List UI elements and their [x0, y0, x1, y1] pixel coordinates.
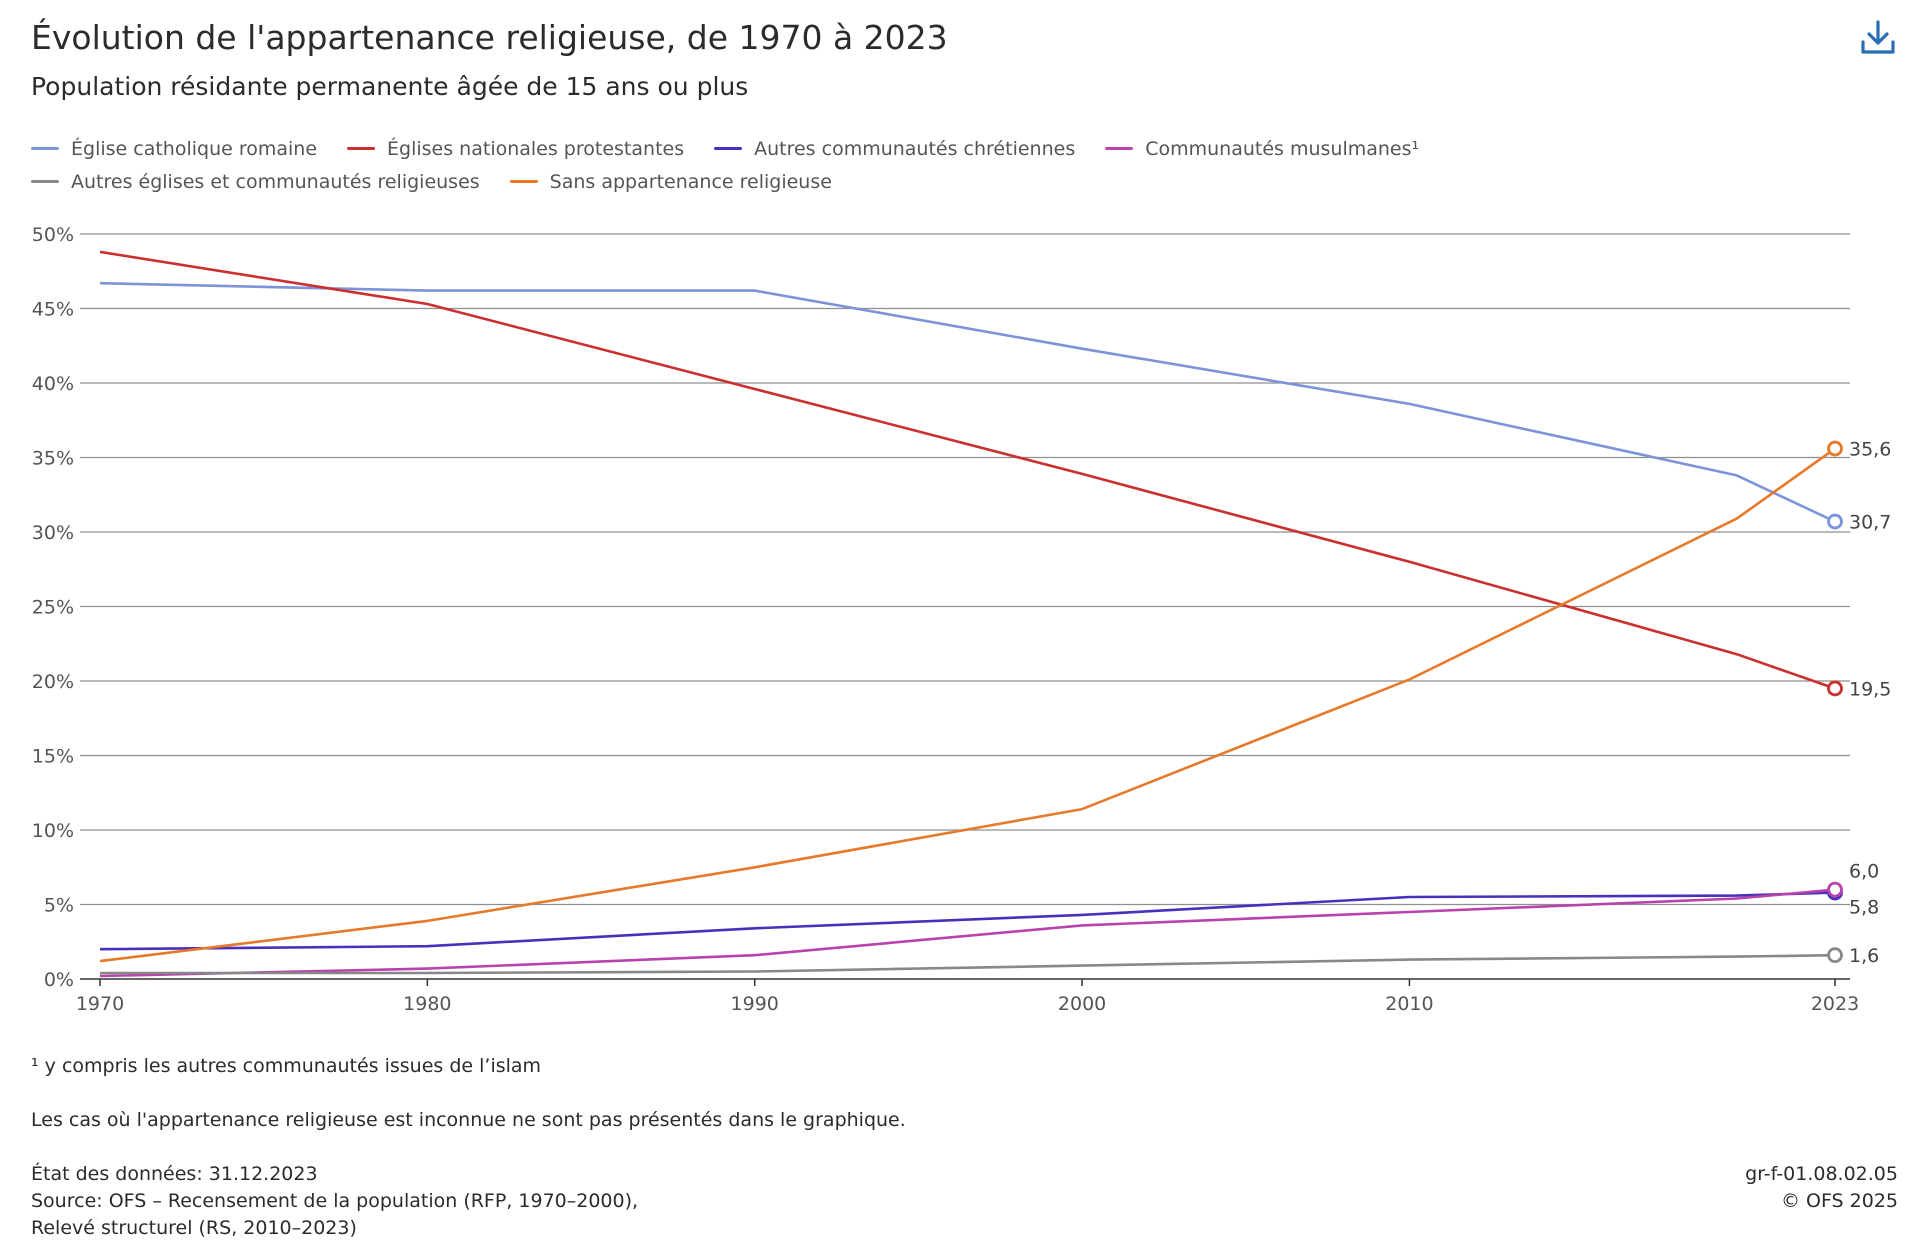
footnote-unknown: Les cas où l'appartenance religieuse est… [31, 1109, 906, 1131]
y-tick-label: 25% [32, 597, 74, 619]
footnote-islam: ¹ y compris les autres communautés issue… [31, 1055, 542, 1077]
legend-swatch [347, 147, 376, 150]
chart-subtitle: Population résidante permanente âgée de … [31, 72, 749, 101]
legend-item-sans-appartenance[interactable]: Sans appartenance religieuse [509, 170, 832, 193]
y-tick-label: 35% [32, 448, 74, 470]
legend-item-protestantes[interactable]: Églises nationales protestantes [347, 138, 684, 160]
y-tick-label: 15% [32, 746, 74, 768]
series-end-marker [1827, 884, 1843, 901]
legend-label: Églises nationales protestantes [387, 137, 685, 160]
data-label: 35,6 [1849, 439, 1891, 461]
x-tick-label: 2000 [1058, 993, 1106, 1015]
y-tick-label: 20% [32, 671, 74, 693]
chart-legend: Église catholique romaine Églises nation… [31, 132, 1531, 198]
series-end-marker [1827, 947, 1843, 964]
legend-label: Sans appartenance religieuse [549, 170, 832, 193]
x-tick-label: 2010 [1385, 993, 1433, 1015]
y-tick-label: 10% [32, 820, 74, 842]
y-tick-label: 0% [44, 969, 74, 991]
source-line-2: Relevé structurel (RS, 2010–2023) [31, 1217, 357, 1239]
y-tick-label: 50% [32, 224, 74, 246]
series-line [99, 250, 1836, 690]
copyright: © OFS 2025 [1780, 1190, 1898, 1212]
legend-swatch [509, 180, 538, 183]
legend-item-autres-eglises[interactable]: Autres églises et communautés religieuse… [31, 171, 480, 193]
legend-label: Autres églises et communautés religieuse… [71, 170, 480, 193]
legend-swatch [714, 147, 743, 150]
legend-item-autres-chretiennes[interactable]: Autres communautés chrétiennes [714, 138, 1075, 160]
series-line [99, 888, 1836, 978]
download-icon [1861, 20, 1895, 54]
download-button[interactable] [1858, 18, 1898, 58]
series-line [100, 953, 1836, 975]
legend-swatch [31, 147, 59, 150]
legend-swatch [1105, 147, 1134, 150]
data-label: 1,6 [1849, 945, 1879, 967]
legend-swatch [31, 180, 59, 183]
legend-label: Autres communautés chrétiennes [754, 137, 1076, 160]
legend-item-musulmanes[interactable]: Communautés musulmanes¹ [1105, 138, 1419, 160]
legend-item-catholique[interactable]: Église catholique romaine [31, 138, 317, 160]
data-label: 19,5 [1849, 678, 1891, 700]
legend-label: Église catholique romaine [71, 137, 318, 160]
series-end-marker [1827, 513, 1843, 530]
chart-code: gr-f-01.08.02.05 [1745, 1163, 1898, 1185]
x-tick-label: 1970 [76, 993, 124, 1015]
x-tick-label: 2023 [1811, 993, 1859, 1015]
series-end-marker [1827, 440, 1843, 457]
source-line-1: Source: OFS – Recensement de la populati… [31, 1190, 639, 1212]
series-line [99, 447, 1836, 963]
data-label: 5,8 [1849, 897, 1879, 919]
y-tick-label: 5% [44, 895, 74, 917]
data-label: 30,7 [1849, 512, 1891, 534]
y-tick-label: 45% [32, 299, 74, 321]
legend-label: Communautés musulmanes¹ [1145, 137, 1420, 160]
data-label: 6,0 [1849, 861, 1879, 883]
series-end-marker [1827, 680, 1843, 697]
y-tick-label: 30% [32, 522, 74, 544]
series-line [99, 281, 1836, 523]
data-state: État des données: 31.12.2023 [31, 1163, 318, 1185]
series-line [99, 891, 1836, 951]
series-end-marker [1827, 881, 1843, 898]
x-tick-label: 1990 [731, 993, 779, 1015]
x-tick-label: 1980 [403, 993, 451, 1015]
chart-title: Évolution de l'appartenance religieuse, … [31, 18, 948, 57]
y-tick-label: 40% [32, 373, 74, 395]
